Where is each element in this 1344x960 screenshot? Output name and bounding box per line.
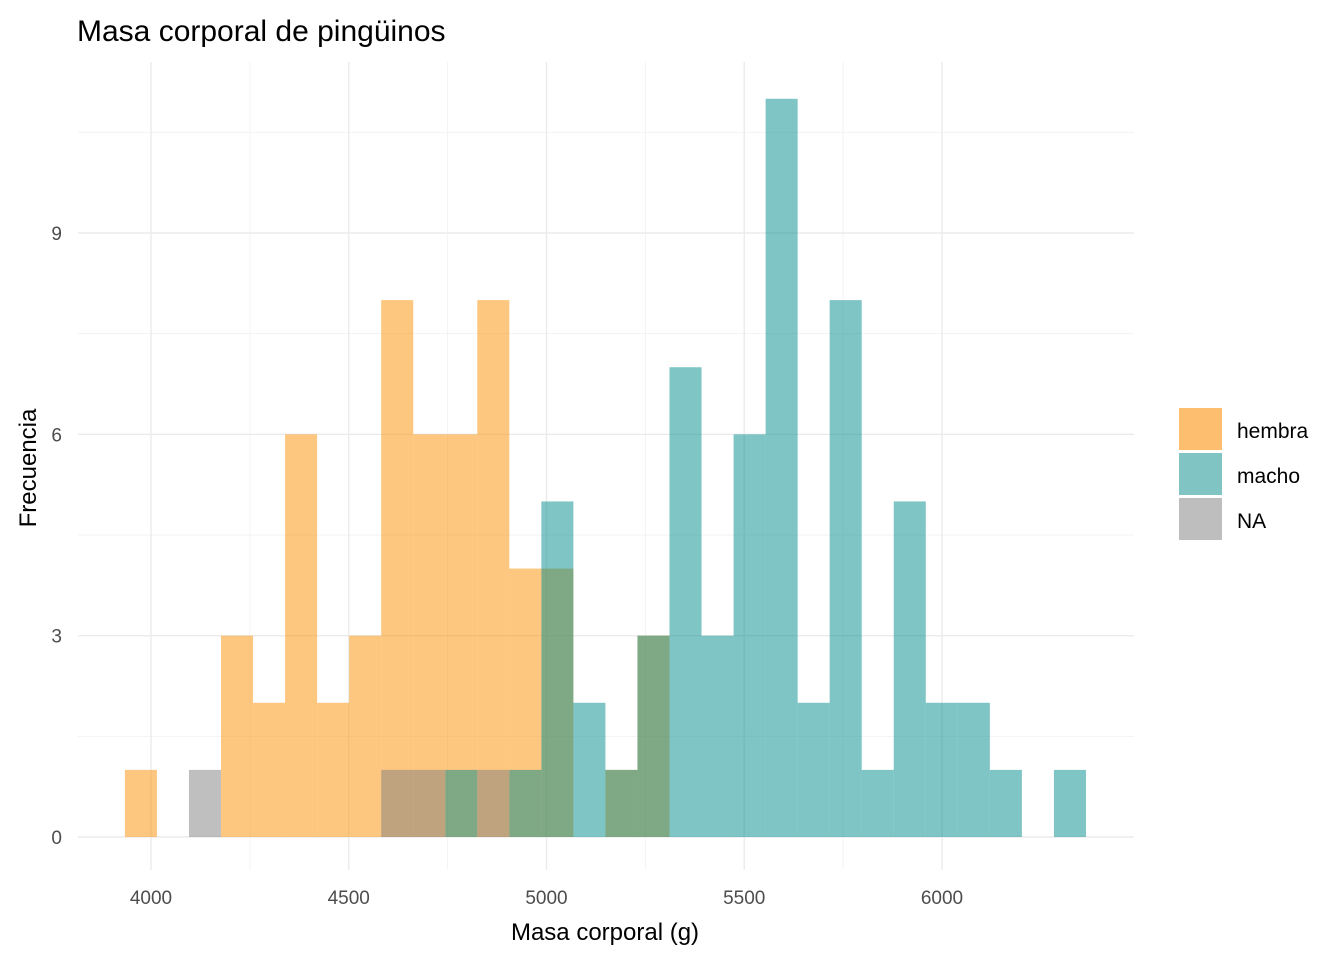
legend-key	[1179, 408, 1222, 450]
x-tick-label: 4000	[130, 888, 172, 909]
legend-key	[1179, 498, 1222, 540]
bar	[861, 769, 894, 837]
bars	[124, 98, 1086, 838]
bar	[188, 769, 222, 837]
bar	[797, 702, 830, 837]
bar	[253, 702, 286, 837]
bar	[124, 769, 157, 837]
bar	[701, 635, 734, 837]
legend: hembra macho NA	[1179, 408, 1309, 540]
x-tick-label: 5000	[525, 888, 567, 909]
x-axis-title: Masa corporal (g)	[511, 919, 699, 946]
bar	[829, 300, 862, 838]
bar	[541, 501, 574, 837]
y-tick-label: 9	[51, 224, 62, 245]
x-tick-label: 4500	[328, 888, 370, 909]
series-macho	[445, 98, 1086, 838]
legend-label: hembra	[1237, 420, 1309, 443]
bar	[733, 434, 766, 837]
series-NA	[188, 769, 510, 837]
bar	[381, 769, 414, 837]
y-axis-ticks: 0 3 6 9	[51, 224, 62, 849]
bar	[221, 635, 254, 837]
bar	[765, 98, 798, 838]
bar	[413, 769, 446, 837]
y-tick-label: 6	[51, 425, 62, 446]
bar	[1053, 769, 1086, 837]
bar	[893, 501, 926, 837]
x-tick-label: 5500	[723, 888, 765, 909]
bar	[957, 702, 990, 837]
legend-item-macho: macho	[1179, 453, 1300, 495]
bar	[477, 769, 510, 837]
x-axis-ticks: 4000 4500 5000 5500 6000	[130, 888, 963, 909]
x-tick-label: 6000	[921, 888, 963, 909]
bar	[509, 769, 542, 837]
legend-label: macho	[1237, 465, 1300, 488]
bar	[477, 300, 510, 838]
legend-item-hembra: hembra	[1179, 408, 1309, 450]
chart-title: Masa corporal de pingüinos	[77, 15, 446, 48]
bar	[445, 769, 478, 837]
bar	[573, 702, 606, 837]
bar	[349, 635, 382, 837]
y-axis-title: Frecuencia	[15, 408, 42, 527]
bar	[925, 702, 958, 837]
y-tick-label: 0	[51, 828, 62, 849]
bar	[285, 434, 318, 837]
bar	[669, 367, 702, 837]
bar	[317, 702, 350, 837]
legend-item-NA: NA	[1179, 498, 1266, 540]
legend-key	[1179, 453, 1222, 495]
legend-label: NA	[1237, 510, 1266, 533]
bar	[989, 769, 1022, 837]
bar	[381, 300, 414, 838]
bar	[637, 635, 670, 837]
y-tick-label: 3	[51, 627, 62, 648]
bar	[605, 769, 638, 837]
